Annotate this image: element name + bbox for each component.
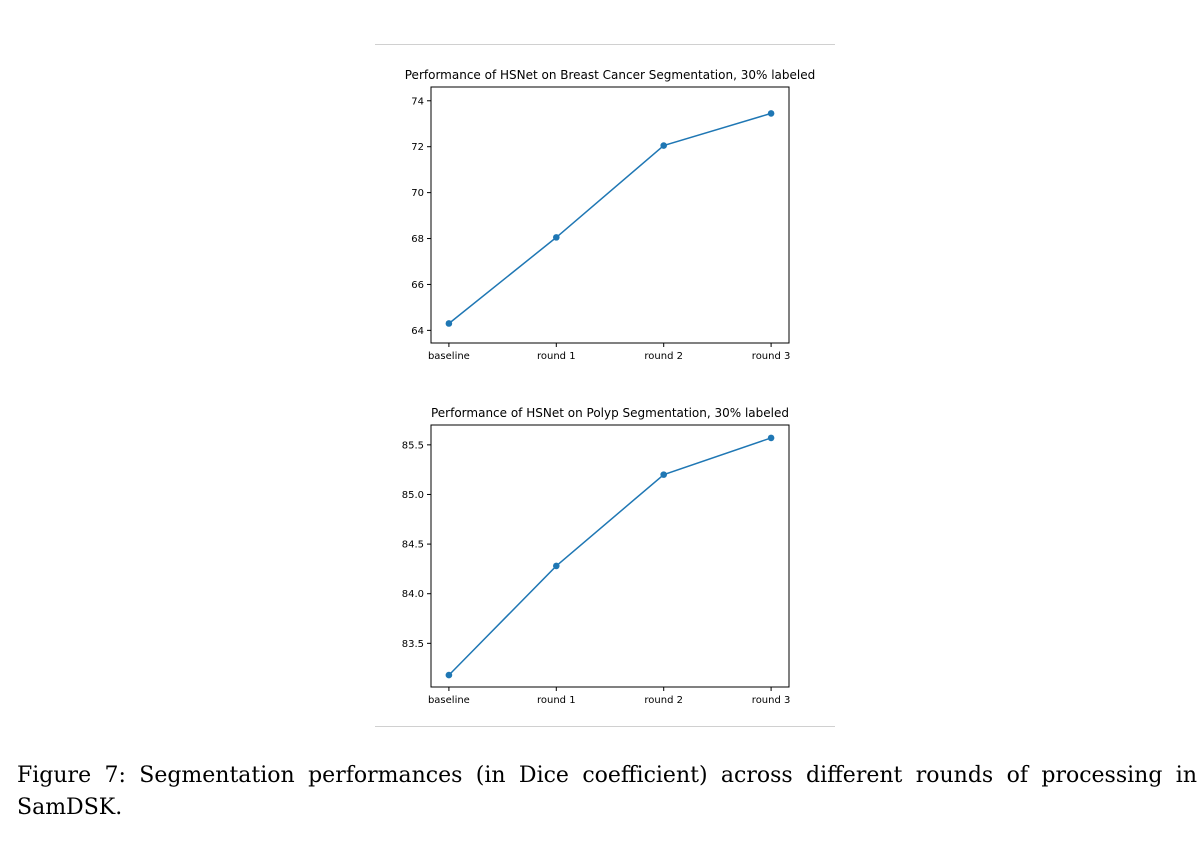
polyp-data-point: [445, 671, 453, 679]
breast-ytick-label: 72: [411, 142, 424, 153]
breast-xtick-label: round 3: [752, 351, 791, 362]
polyp-xtick-label: round 3: [752, 695, 791, 706]
breast-axes-frame: [430, 86, 790, 344]
figure-caption: Figure 7: Segmentation performances (in …: [17, 763, 1197, 820]
breast-series-line: [448, 112, 772, 325]
breast-chart-group: Performance of HSNet on Breast Cancer Se…: [405, 68, 815, 362]
breast-data-point: [553, 234, 560, 241]
breast-data-point: [445, 320, 453, 327]
polyp-data-point: [553, 562, 560, 570]
breast-ytick-label: 70: [411, 188, 424, 199]
polyp-xtick-label: baseline: [428, 695, 470, 706]
breast-data-point: [660, 142, 667, 149]
breast-data-point: [767, 110, 775, 117]
breast-xtick-label: round 2: [644, 351, 683, 362]
polyp-axes-frame: [430, 424, 790, 688]
polyp-ytick-label: 85.5: [402, 440, 424, 451]
breast-chart-title: Performance of HSNet on Breast Cancer Se…: [405, 68, 815, 82]
polyp-xtick-label: round 1: [537, 695, 576, 706]
breast-xtick-label: round 1: [537, 351, 576, 362]
polyp-xtick-label: round 2: [644, 695, 683, 706]
breast-ytick-label: 68: [411, 234, 424, 245]
breast-ytick-label: 74: [411, 96, 424, 107]
polyp-chart-title: Performance of HSNet on Polyp Segmentati…: [431, 406, 789, 420]
figure-top-rule: [375, 44, 835, 45]
breast-ytick-label: 66: [411, 280, 424, 291]
breast-xtick-label: baseline: [428, 351, 470, 362]
figure-bottom-rule: [375, 726, 835, 727]
breast-ytick-label: 64: [411, 326, 424, 337]
polyp-data-point: [767, 434, 775, 442]
polyp-ytick-label: 83.5: [402, 639, 424, 650]
polyp-series-line: [448, 437, 772, 676]
polyp-chart-group: Performance of HSNet on Polyp Segmentati…: [402, 406, 791, 706]
polyp-data-point: [660, 471, 667, 478]
polyp-ytick-label: 84.5: [402, 540, 424, 551]
polyp-ytick-label: 85.0: [402, 490, 424, 501]
polyp-ytick-label: 84.0: [402, 589, 424, 600]
